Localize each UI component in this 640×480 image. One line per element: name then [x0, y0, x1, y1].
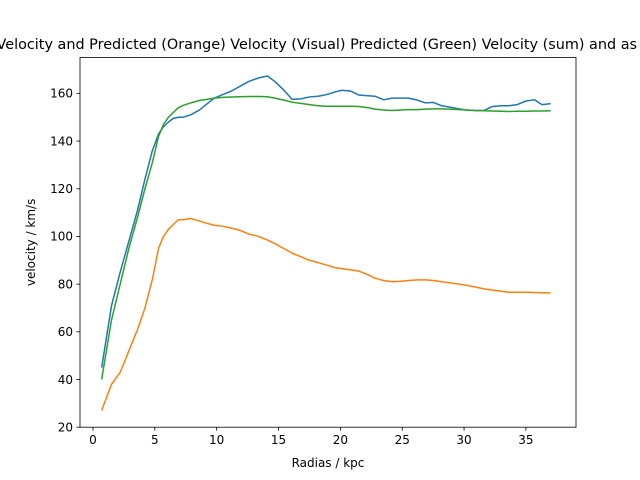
plot-frame [79, 57, 577, 428]
y-tick-label: 60 [58, 325, 73, 339]
y-tick-label: 100 [50, 230, 73, 244]
x-tick-label: 0 [89, 433, 97, 447]
x-tick-label: 5 [151, 433, 159, 447]
x-tick-label: 20 [333, 433, 348, 447]
y-tick-label: 40 [58, 373, 73, 387]
x-tick-label: 25 [395, 433, 410, 447]
y-tick-label: 140 [50, 134, 73, 148]
y-tick-label: 120 [50, 182, 73, 196]
y-tick-label: 80 [58, 277, 73, 291]
series-line-2 [100, 217, 551, 411]
x-axis-ticks: 0 5 10 15 20 25 30 35 [89, 427, 534, 447]
x-tick-label: 30 [456, 433, 471, 447]
y-axis-ticks: 20 40 60 80 100 120 140 160 [50, 87, 80, 435]
x-tick-label: 10 [209, 433, 224, 447]
series-line-3 [100, 95, 551, 380]
y-tick-label: 160 [50, 87, 73, 101]
x-tick-label: 15 [271, 433, 286, 447]
x-axis-label: Radias / kpc [292, 456, 365, 470]
y-axis-label: velocity / km/s [24, 199, 38, 287]
y-tick-label: 20 [58, 421, 73, 435]
series-lines [100, 75, 551, 411]
chart-title: Observed (Blue) Velocity and Predicted (… [0, 37, 640, 53]
x-tick-label: 35 [518, 433, 533, 447]
